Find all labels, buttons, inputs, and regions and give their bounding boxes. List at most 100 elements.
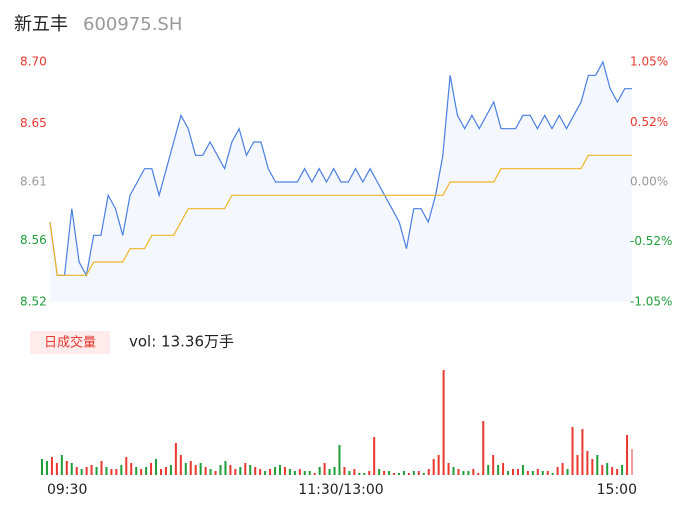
volume-bar [264,471,267,475]
volume-bar [586,451,589,475]
price-line [49,154,632,276]
volume-bar [70,463,73,475]
stock-code: 600975.SH [83,14,182,35]
volume-bar [45,461,48,475]
volume-bar [90,465,93,475]
volume-bar [239,467,242,475]
volume-bar [606,463,609,475]
volume-bar [378,469,381,475]
volume-bar [100,461,103,475]
volume-bar [323,463,326,475]
volume-bar [526,471,529,475]
volume-bar [512,469,515,475]
volume-bar [318,467,321,475]
volume-bar [224,461,227,475]
volume-bar [229,465,232,475]
volume-bar [184,463,187,475]
volume-bar [427,469,430,475]
volume-bar [611,467,614,475]
volume-bar [432,459,435,475]
volume-bar [174,443,177,475]
volume-bar [254,467,257,475]
volume-bar [105,467,108,475]
volume-bar [343,467,346,475]
volume-bar [482,421,485,475]
volume-bar [462,471,465,475]
volume-bar [407,473,410,475]
volume-bar [397,473,400,475]
volume-bar [278,465,281,475]
volume-bar [194,465,197,475]
volume-bar [467,471,470,475]
volume-bar [353,469,356,475]
volume-bar [412,471,415,475]
volume-bar [596,455,599,475]
volume-bar [249,465,252,475]
volume-bar [566,469,569,475]
volume-bar [85,467,88,475]
volume-panel [41,370,633,475]
volume-bar [303,471,306,475]
volume-bar [155,459,158,475]
volume-bar [50,457,53,475]
volume-bar [521,465,524,475]
volume-bar [581,429,584,475]
y-tick-label: 8.61 [20,175,47,189]
volume-bar [60,455,63,475]
volume-bar [422,473,425,475]
volume-bar [150,463,153,475]
volume-bar [383,471,386,475]
volume-bar [293,471,296,475]
volume-bar [41,459,43,475]
volume-bar [561,463,564,475]
volume-bar [269,469,272,475]
volume-bar [417,471,420,475]
volume-bar [373,437,376,475]
volume-bar [616,469,619,475]
volume-bar [308,471,311,475]
volume-bar [214,471,217,475]
volume-bar [571,427,574,475]
volume-bar [189,461,192,475]
volume-bar [546,471,549,475]
volume-bar [368,471,371,475]
volume-bar [447,463,450,475]
volume-bar [219,465,222,475]
volume-bar [110,469,113,475]
volume-bar [457,469,460,475]
volume-bar [402,471,405,475]
volume-bar [452,467,455,475]
y-tick-label: 8.52 [20,295,47,309]
volume-bar [541,471,544,475]
volume-bar [55,463,58,475]
volume-bar [437,455,440,475]
volume-bar [288,469,291,475]
volume-bar [631,449,633,475]
volume-bar [199,463,202,475]
volume-bar [492,455,495,475]
x-tick-label: 11:30/13:00 [298,482,383,498]
legend-box [30,331,110,354]
volume-bar [204,467,207,475]
volume-bar [388,471,391,475]
volume-bar [621,465,624,475]
y-tick-label: 8.65 [20,116,47,130]
volume-bar [209,469,212,475]
volume-bar [536,469,539,475]
volume-bar [115,469,118,475]
volume-bar [169,465,172,475]
volume-bar [244,463,247,475]
y2-tick-label: 0.00% [630,175,668,189]
volume-bar [274,467,277,475]
price-line [49,60,632,278]
volume-bar [65,461,68,475]
volume-bar [135,467,138,475]
volume-bar [234,469,237,475]
volume-bar [626,435,629,475]
volume-bar [393,473,396,475]
volume-bar [333,467,336,475]
volume-bar [516,469,519,475]
x-tick-label: 15:00 [597,482,637,498]
volume-bar [120,465,123,475]
price-panel: 8.70 8.65 8.61 8.56 8.52 1.05% 0.52% 0.00% -0.52… [20,55,672,499]
